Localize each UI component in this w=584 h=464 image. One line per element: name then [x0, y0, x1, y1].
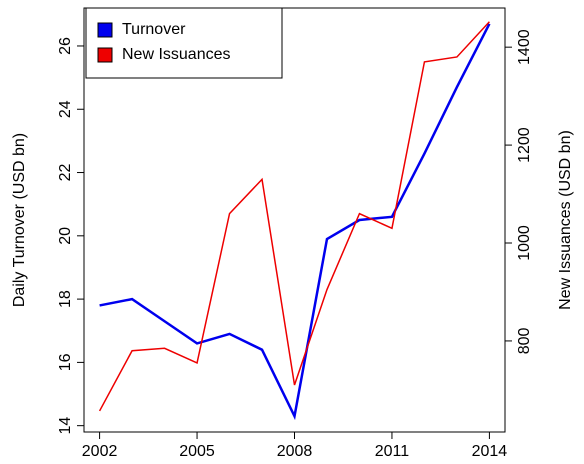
- legend-label: New Issuances: [122, 46, 231, 63]
- y-tick-label: 20: [57, 227, 74, 245]
- y2-tick-label: 1000: [516, 225, 533, 261]
- x-tick-label: 2011: [375, 443, 410, 460]
- y-tick-label: 14: [57, 417, 74, 435]
- y-axis-title: Daily Turnover (USD bn): [11, 133, 28, 307]
- legend-box: [85, 7, 283, 79]
- y-tick-label: 22: [57, 164, 74, 182]
- legend-swatch: [97, 47, 113, 63]
- y-tick-label: 16: [57, 353, 74, 371]
- x-tick-label: 2008: [277, 443, 313, 460]
- legend-swatch: [97, 22, 113, 38]
- series-line: [99, 23, 491, 421]
- x-tick-label: 2005: [179, 443, 215, 460]
- x-tick-label: 2002: [82, 443, 118, 460]
- y2-tick-label: 800: [516, 327, 533, 354]
- y-tick-label: 18: [57, 290, 74, 308]
- x-tick-label: 2014: [472, 443, 508, 460]
- y2-tick-label: 1400: [516, 29, 533, 65]
- y2-tick-label: 1200: [516, 127, 533, 163]
- legend-label: Turnover: [122, 21, 186, 38]
- y-tick-label: 24: [57, 100, 74, 118]
- y2-axis-title: New Issuances (USD bn): [557, 130, 574, 310]
- y-tick-label: 26: [57, 37, 74, 55]
- series-line: [98, 21, 490, 412]
